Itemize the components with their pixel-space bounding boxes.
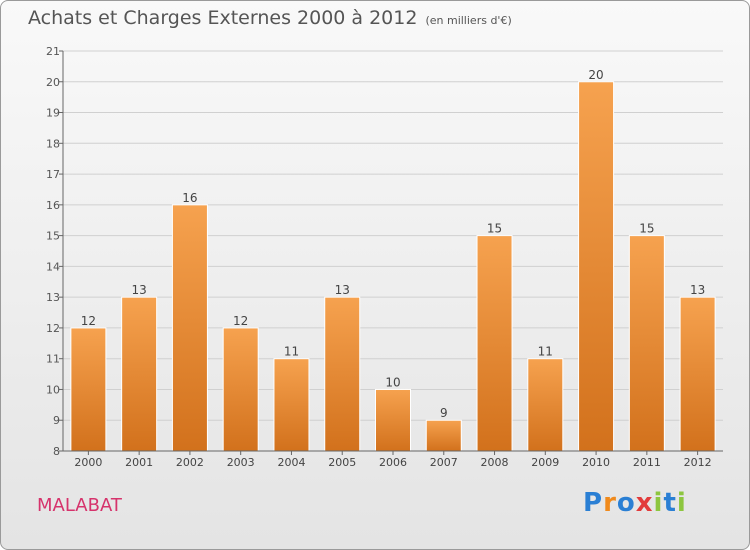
y-tick-label: 8 [53,445,60,458]
bar-value-label: 11 [538,345,553,359]
y-tick-label: 21 [46,45,60,58]
x-tick-label: 2000 [74,456,102,469]
proxiti-logo: Proxiti [583,488,687,518]
y-tick-label: 10 [46,383,60,396]
bar-value-label: 9 [440,406,448,420]
bar [171,204,208,452]
x-tick-label: 2011 [633,456,661,469]
bar-value-label: 13 [690,283,705,297]
y-tick-label: 18 [46,137,60,150]
bar-chart: 12 13 16 12 11 13 10 9 15 11 20 15 13 8 9 10 11 12 13 14 15… [46,45,723,469]
bar-value-label: 13 [335,283,350,297]
chart-subtitle: (en milliers d'€) [425,14,512,27]
y-tick-label: 16 [46,199,60,212]
logo-letter: P [583,488,604,518]
bar [121,296,158,452]
bar-value-label: 11 [284,345,299,359]
logo-letter: t [663,488,677,518]
commune-name: MALABAT [37,495,122,516]
bar-value-label: 20 [588,68,603,82]
x-tick-label: 2010 [582,456,610,469]
bar [578,81,615,452]
x-tick-label: 2004 [277,456,305,469]
logo-letter: o [616,488,636,518]
y-tick-label: 15 [46,230,60,243]
bar [527,358,564,452]
y-tick-label: 19 [46,107,60,120]
bar [324,296,361,452]
y-tick-label: 12 [46,322,60,335]
logo-letter: r [603,488,617,518]
x-tick-label: 2008 [481,456,509,469]
x-tick-label: 2001 [125,456,153,469]
chart-title-text: Achats et Charges Externes 2000 à 2012 [28,7,418,29]
bar-value-label: 16 [182,191,197,205]
x-tick-label: 2003 [227,456,255,469]
x-tick-label: 2007 [430,456,458,469]
bar [375,388,411,452]
bar-value-label: 12 [233,314,248,328]
bar-value-label: 15 [487,222,502,236]
y-tick-label: 9 [53,414,60,427]
bar [476,235,513,452]
bar [628,235,665,452]
x-tick-label: 2002 [176,456,204,469]
x-tick-label: 2005 [328,456,356,469]
x-tick-label: 2006 [379,456,407,469]
bar [679,296,716,452]
x-tick-label: 2012 [684,456,712,469]
y-tick-label: 11 [46,353,60,366]
y-tick-label: 13 [46,291,60,304]
y-tick-label: 17 [46,168,60,181]
x-tick-label: 2009 [531,456,559,469]
bar-value-label: 12 [81,314,96,328]
bar [273,358,310,452]
logo-letter: i [676,488,687,518]
y-tick-label: 14 [46,260,60,273]
bar [425,419,462,452]
y-tick-label: 20 [46,76,60,89]
logo-letter: i [653,488,664,518]
bar [70,327,107,452]
chart-title: Achats et Charges Externes 2000 à 2012 (e… [28,7,512,29]
bar [222,327,259,452]
bar-value-label: 15 [639,222,654,236]
bar-value-label: 10 [385,375,400,389]
logo-letter: x [635,488,654,518]
bar-value-label: 13 [132,283,147,297]
